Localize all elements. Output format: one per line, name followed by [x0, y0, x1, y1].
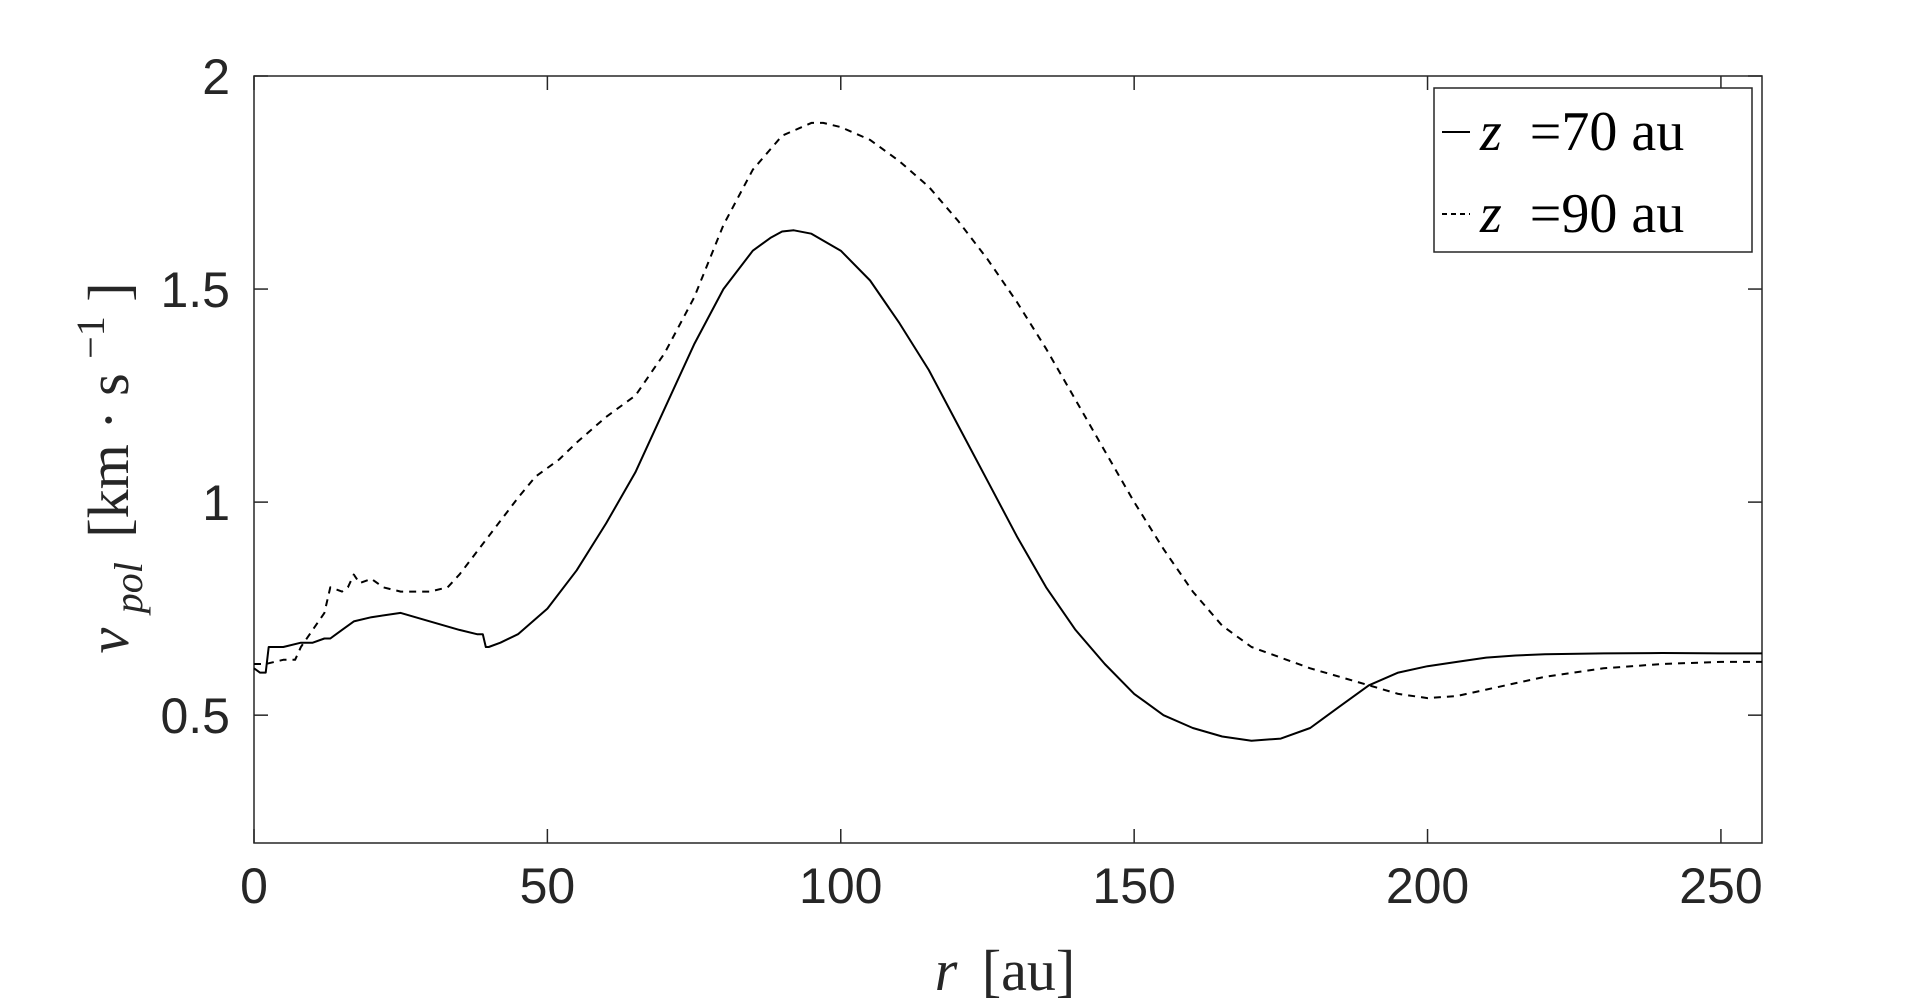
- x-tick-label: 200: [1386, 858, 1469, 914]
- y-tick-label: 2: [202, 49, 230, 105]
- y-tick-label: 1.5: [160, 262, 230, 318]
- x-axis-unit: [au]: [982, 938, 1075, 1003]
- series-lines: [253, 121, 1762, 742]
- legend-box: [1433, 87, 1753, 253]
- y-axis-variable: v: [76, 628, 141, 654]
- legend-label-z70-rest: =70 au: [1530, 101, 1684, 163]
- y-tick-label: 0.5: [160, 688, 230, 744]
- tick-marks: [253, 75, 1762, 843]
- legend-label-z70: z =70 au: [1479, 101, 1684, 163]
- legend-label-z90: z =90 au: [1479, 183, 1684, 245]
- x-tick-label: 100: [799, 858, 882, 914]
- x-tick-labels: 0 50 100 150 200 250: [240, 858, 1763, 914]
- y-tick-label: 1: [202, 475, 230, 531]
- x-tick-label: 0: [240, 858, 268, 914]
- y-tick-labels: 0.5 1 1.5 2: [160, 49, 230, 744]
- y-axis-subscript: pol: [106, 562, 151, 616]
- series-line-z70-solid: [253, 229, 1762, 742]
- x-axis-label: r [au]: [935, 938, 1075, 1003]
- y-axis-unit-close: ]: [76, 282, 141, 301]
- y-axis-unit-open: [km · s: [76, 373, 141, 537]
- legend-label-z90-rest: =90 au: [1530, 183, 1684, 245]
- plot-area-frame: [253, 75, 1763, 844]
- legend-label-z70-var: z: [1479, 101, 1502, 163]
- legend-label-z90-var: z: [1479, 183, 1502, 245]
- y-axis-label: v pol [km · s −1 ]: [52, 282, 155, 653]
- y-axis-unit-superscript: −1: [68, 316, 113, 359]
- x-tick-label: 250: [1679, 858, 1762, 914]
- series-line-z90-dashed: [254, 121, 1762, 700]
- x-tick-label: 50: [520, 858, 576, 914]
- legend: z =70 au z =90 au: [1433, 87, 1753, 253]
- x-axis-variable: r: [935, 938, 958, 1003]
- x-tick-label: 150: [1092, 858, 1175, 914]
